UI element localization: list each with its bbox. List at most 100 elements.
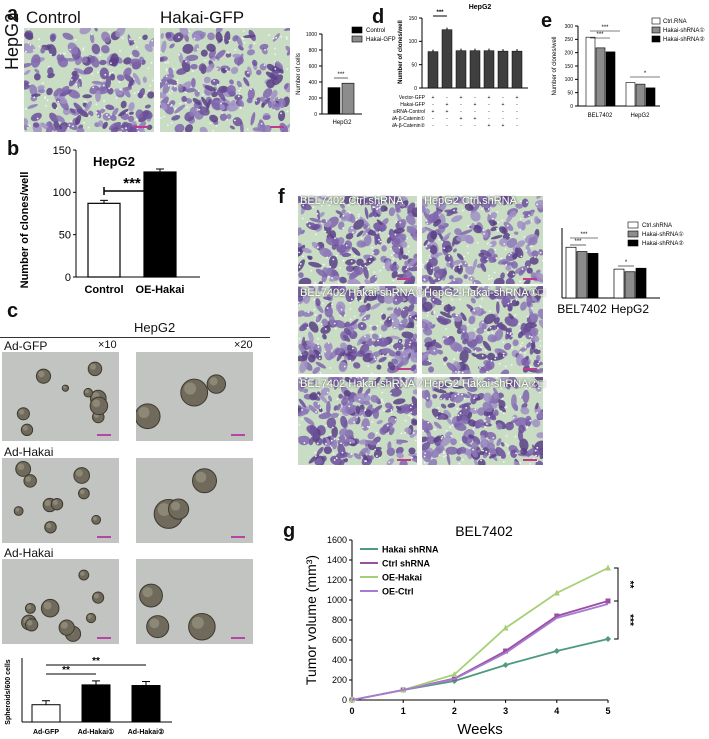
stained-cell bbox=[449, 377, 461, 382]
stained-cell bbox=[476, 196, 487, 201]
stained-cell bbox=[102, 112, 111, 121]
stained-cell bbox=[373, 449, 383, 459]
panel-b-x-tick-label: OE-Hakai bbox=[136, 284, 185, 296]
membrane-pore bbox=[528, 335, 531, 338]
panel-a-legend-swatch bbox=[351, 26, 363, 34]
membrane-pore bbox=[314, 281, 317, 284]
membrane-pore bbox=[500, 410, 503, 413]
membrane-pore bbox=[513, 198, 516, 200]
panel-e-y-tick-label: 250 bbox=[565, 37, 574, 43]
panel-d-bar-7 bbox=[511, 50, 523, 89]
membrane-pore bbox=[317, 345, 320, 348]
stained-cell bbox=[336, 403, 342, 411]
membrane-pore bbox=[317, 394, 320, 397]
stained-cell bbox=[490, 235, 503, 240]
membrane-pore bbox=[322, 281, 325, 284]
membrane-pore bbox=[455, 370, 457, 373]
membrane-pore bbox=[364, 317, 367, 320]
stained-cell bbox=[517, 429, 524, 442]
stained-cell bbox=[24, 43, 36, 54]
membrane-pore bbox=[105, 113, 108, 116]
membrane-pore bbox=[480, 346, 483, 349]
membrane-pore bbox=[137, 130, 140, 132]
stained-cell bbox=[163, 73, 175, 80]
panel-e-sig-label: *** bbox=[596, 32, 604, 38]
panel-d-condition-mark: - bbox=[446, 95, 448, 101]
stained-cell bbox=[429, 244, 438, 255]
membrane-pore bbox=[463, 255, 466, 258]
membrane-pore bbox=[403, 346, 405, 349]
membrane-pore bbox=[539, 345, 542, 347]
membrane-pore bbox=[301, 217, 304, 220]
membrane-pore bbox=[368, 426, 371, 429]
membrane-pore bbox=[494, 357, 497, 360]
stained-cell bbox=[331, 426, 338, 438]
membrane-pore bbox=[505, 406, 508, 408]
stained-cell bbox=[538, 319, 543, 330]
membrane-pore bbox=[237, 95, 240, 98]
membrane-pore bbox=[433, 349, 436, 352]
membrane-pore bbox=[490, 277, 493, 280]
membrane-pore bbox=[390, 411, 393, 413]
stained-cell bbox=[451, 313, 457, 318]
stained-cell bbox=[184, 33, 189, 42]
panel-c-row2-label: Ad-Hakai bbox=[4, 445, 54, 459]
stained-cell bbox=[136, 126, 145, 132]
membrane-pore bbox=[483, 329, 486, 331]
panel-c-title-rule bbox=[0, 337, 270, 338]
stained-cell bbox=[122, 87, 131, 98]
membrane-pore bbox=[408, 343, 411, 346]
spheroid-highlight bbox=[46, 522, 52, 529]
stained-cell bbox=[336, 351, 343, 362]
stained-cell bbox=[243, 77, 250, 87]
membrane-pore bbox=[428, 254, 431, 257]
spheroid-highlight bbox=[79, 489, 85, 495]
membrane-pore bbox=[338, 415, 341, 418]
membrane-pore bbox=[328, 204, 331, 207]
stained-cell bbox=[503, 343, 512, 351]
stained-cell bbox=[422, 275, 428, 282]
membrane-pore bbox=[388, 461, 391, 464]
stained-cell bbox=[354, 266, 364, 276]
stained-cell bbox=[393, 228, 405, 234]
panel-d-y-label: Number of clones/well bbox=[398, 20, 404, 84]
stained-cell bbox=[530, 383, 536, 389]
stained-cell bbox=[73, 102, 84, 113]
spheroid-highlight bbox=[75, 469, 83, 477]
membrane-pore bbox=[526, 201, 528, 204]
membrane-pore bbox=[331, 303, 333, 306]
stained-cell bbox=[315, 361, 327, 369]
membrane-pore bbox=[92, 86, 95, 89]
stained-cell bbox=[147, 91, 154, 99]
panel-g-sig-bracket-2 bbox=[614, 600, 619, 640]
membrane-pore bbox=[322, 263, 325, 266]
stained-cell bbox=[408, 304, 415, 312]
membrane-pore bbox=[488, 278, 490, 280]
membrane-pore bbox=[350, 298, 353, 301]
stained-cell bbox=[207, 32, 215, 41]
stained-cell bbox=[535, 460, 543, 465]
stained-cell bbox=[435, 252, 443, 257]
membrane-pore bbox=[115, 97, 118, 100]
stained-cell bbox=[525, 290, 531, 297]
stained-cell bbox=[511, 318, 519, 325]
stained-cell bbox=[490, 226, 498, 232]
membrane-pore bbox=[387, 353, 390, 356]
stained-cell bbox=[226, 85, 236, 95]
membrane-pore bbox=[353, 291, 356, 293]
membrane-pore bbox=[348, 405, 351, 408]
membrane-pore bbox=[319, 407, 322, 410]
membrane-pore bbox=[510, 301, 512, 303]
stained-cell bbox=[422, 327, 433, 336]
membrane-pore bbox=[328, 275, 330, 278]
stained-cell bbox=[409, 429, 417, 438]
stained-cell bbox=[393, 237, 401, 245]
stained-cell bbox=[464, 203, 474, 212]
stained-cell bbox=[132, 72, 141, 86]
stained-cell bbox=[330, 412, 340, 419]
membrane-pore bbox=[332, 258, 335, 261]
membrane-pore bbox=[372, 206, 375, 208]
stained-cell bbox=[399, 240, 408, 248]
membrane-pore bbox=[109, 72, 112, 75]
panel-c-r2-10x bbox=[2, 458, 119, 543]
